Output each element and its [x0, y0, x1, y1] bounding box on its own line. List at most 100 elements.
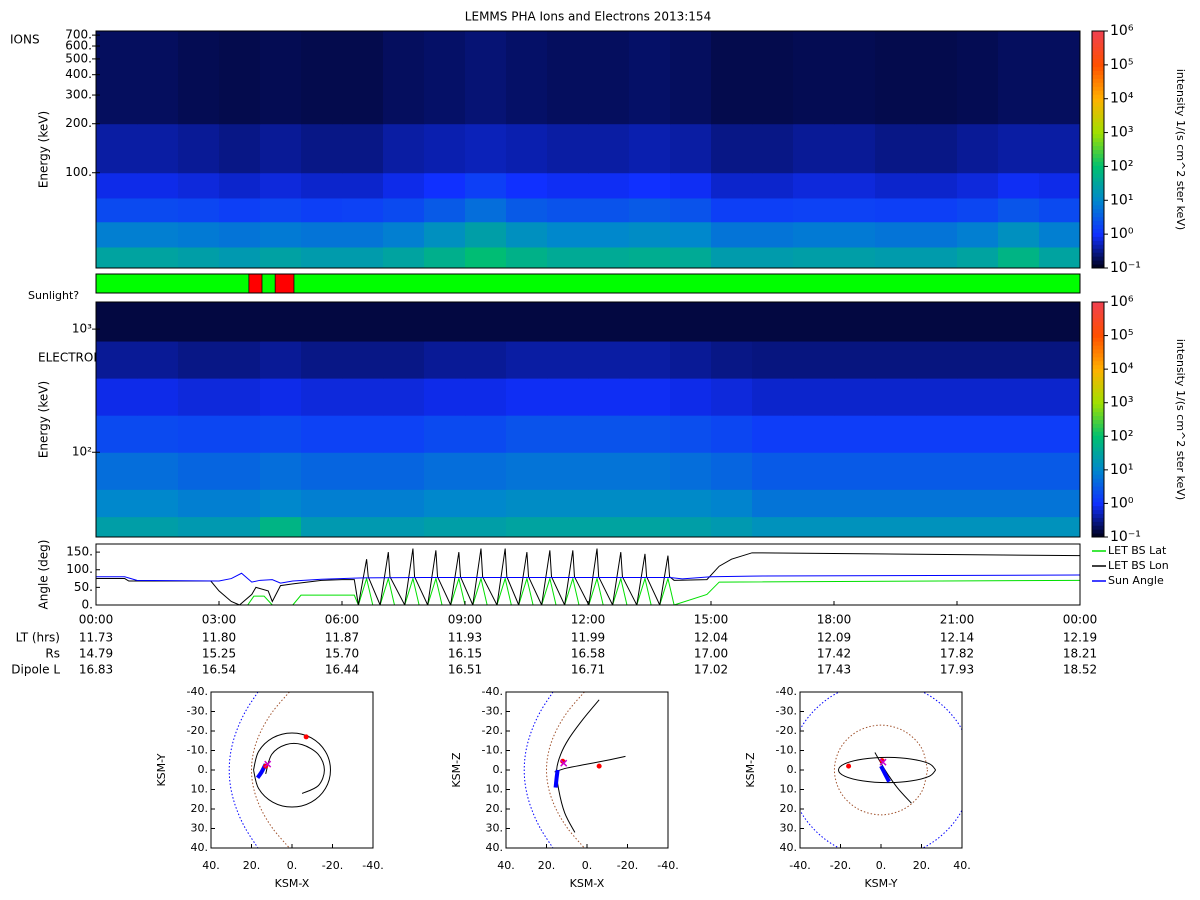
colorbar-slice — [1092, 196, 1104, 202]
colorbar-slice — [1092, 125, 1104, 131]
colorbar-slice — [1092, 352, 1104, 358]
heatmap-cell — [506, 452, 548, 490]
colorbar-slice — [1092, 46, 1104, 52]
table-cell: 11.99 — [571, 631, 605, 645]
panel-frame — [95, 30, 1081, 269]
heatmap-cell — [383, 197, 425, 223]
heatmap-cell — [342, 123, 384, 174]
y-tick-label: 100. — [65, 165, 92, 179]
colorbar-slice — [1092, 501, 1104, 507]
heatmap-cell — [670, 246, 712, 269]
table-cell: 15.70 — [325, 647, 359, 661]
y-tick-label: 100. — [66, 562, 93, 576]
heatmap-cell — [629, 452, 671, 490]
heatmap-cell — [875, 378, 917, 416]
heatmap-cell — [588, 452, 630, 490]
colorbar-slice — [1092, 529, 1104, 534]
heatmap-cell — [465, 172, 507, 199]
colorbar-frame — [1091, 30, 1105, 269]
heatmap-cell — [547, 452, 589, 490]
colorbar-slice — [1092, 240, 1104, 245]
colorbar-slice — [1092, 505, 1104, 511]
heatmap-cell — [1039, 31, 1081, 125]
y-tick-label: 10. — [780, 783, 798, 796]
colorbar-slice — [1092, 212, 1104, 218]
colorbar-slice — [1092, 446, 1104, 452]
colorbar-slice — [1092, 302, 1104, 307]
heatmap-cell — [547, 378, 589, 416]
series-line — [96, 548, 1080, 605]
heatmap-cell — [137, 341, 179, 379]
heatmap-cell — [711, 197, 753, 223]
x-axis-label: KSM-Y — [864, 877, 897, 890]
colorbar-tick-label: 10³ — [1110, 395, 1133, 411]
colorbar-tick-label: 10² — [1110, 158, 1133, 174]
heatmap-cell — [1039, 172, 1081, 199]
heatmap-cell — [465, 415, 507, 453]
heatmap-cell — [301, 415, 343, 453]
heatmap-cell — [957, 172, 999, 199]
colorbar-slice — [1092, 181, 1104, 186]
heatmap-cell — [96, 197, 138, 223]
heatmap-cell — [998, 302, 1040, 342]
y-tick-label: 40. — [191, 841, 209, 854]
heatmap-cell — [957, 452, 999, 490]
x-tick-label: 18:00 — [817, 613, 852, 627]
heatmap-cell — [137, 378, 179, 416]
marker — [596, 763, 602, 769]
series-line — [554, 755, 626, 773]
x-tick-label: 00:00 — [79, 613, 114, 627]
marker — [879, 758, 887, 766]
heatmap-cell — [957, 341, 999, 379]
y-tick-label: -40. — [776, 685, 797, 698]
heatmap-cell — [383, 221, 425, 248]
x-tick-label: 12:00 — [571, 613, 606, 627]
series-line — [833, 724, 929, 816]
colorbar-slice — [1092, 368, 1104, 373]
heatmap-cell — [260, 341, 302, 379]
colorbar-slice — [1092, 102, 1104, 107]
heatmap-cell — [178, 246, 220, 269]
heatmap-cell — [834, 246, 876, 269]
heatmap-cell — [424, 378, 466, 416]
colorbar-slice — [1092, 90, 1104, 95]
heatmap-cell — [998, 123, 1040, 174]
y-tick-label: -30. — [776, 705, 797, 718]
heatmap-cell — [834, 302, 876, 342]
heatmap-cell — [424, 452, 466, 490]
heatmap-cell — [178, 221, 220, 248]
y-tick-label: -10. — [482, 744, 503, 757]
heatmap-cell — [711, 246, 753, 269]
heatmap-cell — [219, 452, 261, 490]
heatmap-cell — [957, 516, 999, 538]
heatmap-cell — [137, 415, 179, 453]
heatmap-cell — [752, 246, 794, 269]
heatmap-cell — [670, 172, 712, 199]
heatmap-cell — [383, 378, 425, 416]
heatmap-cell — [752, 452, 794, 490]
colorbar-slice — [1092, 117, 1104, 123]
heatmap-cell — [670, 197, 712, 223]
heatmap-cell — [260, 378, 302, 416]
y-tick-label: 50. — [74, 580, 93, 594]
y-tick-label: -40. — [482, 685, 503, 698]
heatmap-cell — [834, 415, 876, 453]
legend-label: LET BS Lat — [1108, 544, 1167, 557]
table-cell: 16.54 — [202, 663, 236, 677]
heatmap-cell — [301, 516, 343, 538]
heatmap-cell — [506, 197, 548, 223]
heatmap-cell — [424, 302, 466, 342]
colorbar-slice — [1092, 86, 1104, 91]
heatmap-cell — [998, 341, 1040, 379]
heatmap-cell — [137, 516, 179, 538]
colorbar-slice — [1092, 478, 1104, 483]
colorbar-slice — [1092, 325, 1104, 330]
heatmap-cell — [96, 172, 138, 199]
table-cell: 16.83 — [79, 663, 113, 677]
colorbar-label: intensity 1/(s cm^2 ster keV) — [1174, 339, 1187, 500]
colorbar-slice — [1092, 305, 1104, 311]
colorbar-slice — [1092, 521, 1104, 526]
heatmap-cell — [957, 302, 999, 342]
heatmap-cell — [998, 31, 1040, 125]
